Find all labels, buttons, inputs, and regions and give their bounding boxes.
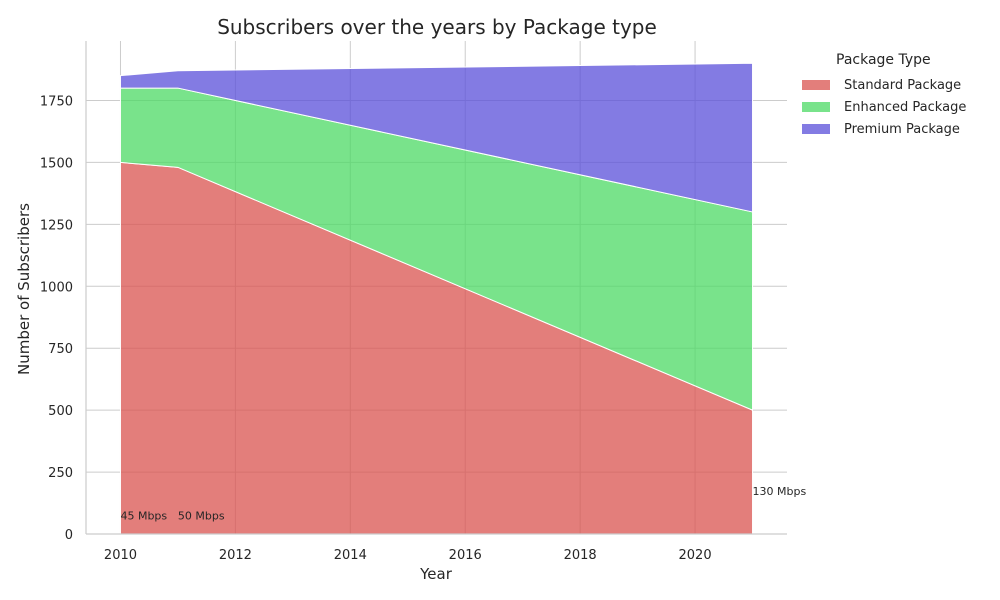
x-tick-label: 2016 — [449, 548, 482, 563]
y-axis-label: Number of Subscribers — [15, 203, 33, 375]
x-tick-label: 2012 — [219, 548, 252, 563]
y-tick-label: 1000 — [40, 280, 73, 295]
legend-items: Standard Package Enhanced Package Premium … — [800, 74, 990, 140]
chart-title: Subscribers over the years by Package ty… — [217, 15, 657, 39]
y-tick-label: 250 — [48, 466, 73, 481]
annotation-label: 50 Mbps — [178, 510, 225, 523]
x-tick-label: 2020 — [679, 548, 712, 563]
x-tick-label: 2014 — [334, 548, 367, 563]
annotations: 45 Mbps 50 Mbps 130 Mbps — [120, 485, 806, 523]
legend-swatch — [802, 124, 830, 134]
x-tick-label: 2010 — [104, 548, 137, 563]
area-premium-package — [119, 62, 754, 213]
axes — [85, 41, 787, 535]
legend: Package Type Standard Package Enhanced Pa… — [800, 52, 990, 140]
legend-entry: Premium Package — [802, 118, 990, 140]
plot-areas — [119, 62, 754, 535]
y-tick-label: 1750 — [40, 94, 73, 109]
legend-entry: Enhanced Package — [802, 96, 990, 118]
x-tick-label: 2018 — [564, 548, 597, 563]
legend-label: Premium Package — [844, 121, 960, 137]
y-tick-label: 0 — [65, 528, 73, 543]
y-tick-label: 1500 — [40, 156, 73, 171]
legend-label: Standard Package — [844, 77, 962, 93]
legend-label: Enhanced Package — [844, 99, 967, 115]
legend-swatch — [802, 102, 830, 112]
x-axis-label: Year — [419, 565, 453, 583]
legend-swatch — [802, 80, 830, 90]
annotation-label: 45 Mbps — [120, 510, 167, 523]
y-tick-label: 750 — [48, 342, 73, 357]
legend-entry: Standard Package — [802, 74, 990, 96]
y-tick-label: 1250 — [40, 218, 73, 233]
y-tick-label: 500 — [48, 404, 73, 419]
annotation-label: 130 Mbps — [753, 485, 807, 498]
ticks: 0 250 500 750 1000 1250 1500 1750 2010 2012 2014 20… — [40, 94, 712, 563]
legend-title: Package Type — [836, 52, 931, 68]
